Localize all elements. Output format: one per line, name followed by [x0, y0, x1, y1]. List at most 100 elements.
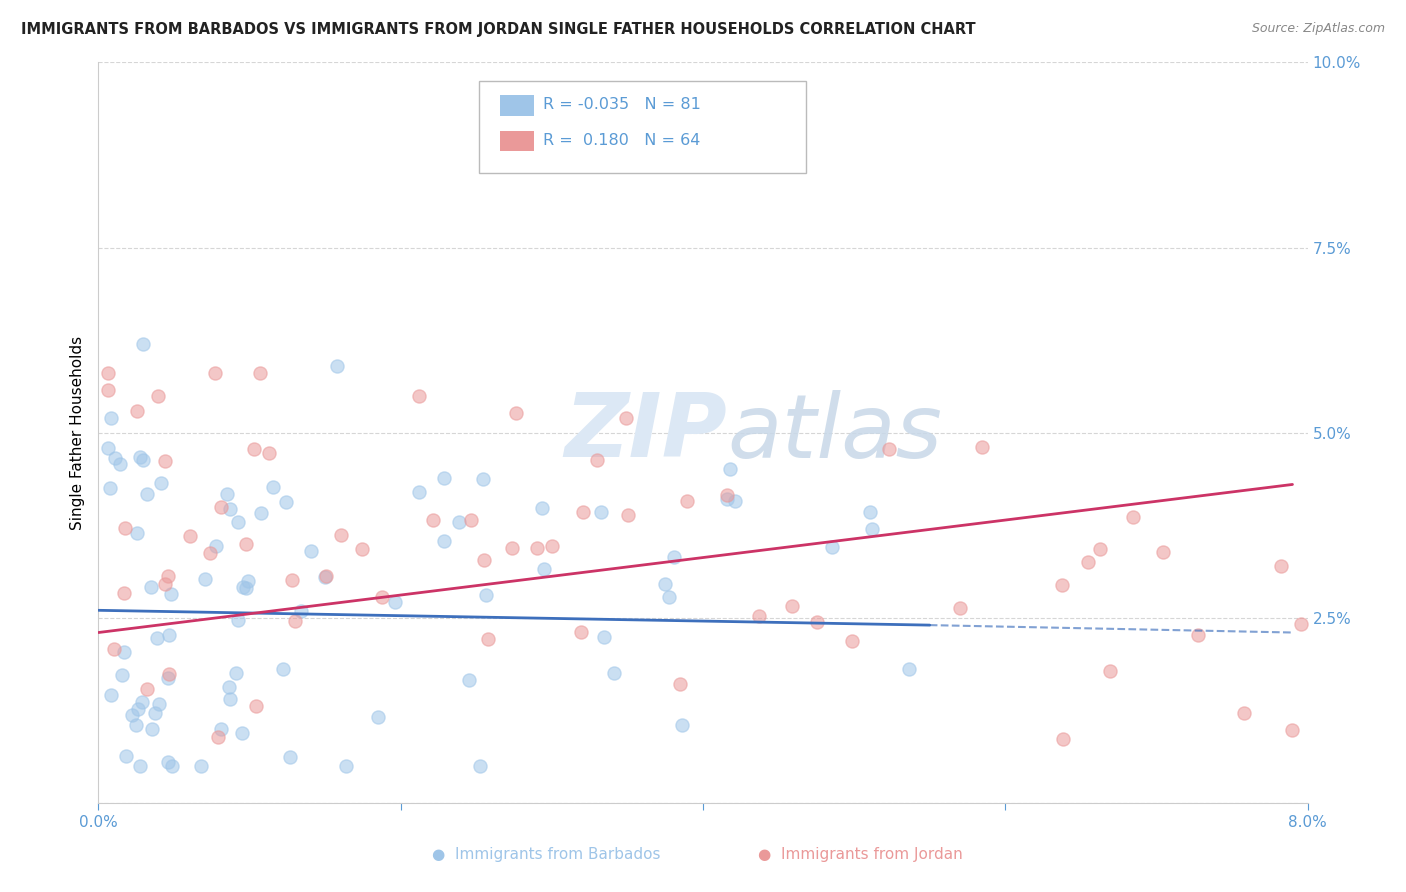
Point [257, 446, 280, 460]
Point [157, 627, 180, 641]
Point [281, 573, 304, 587]
Point [603, 666, 626, 681]
Point [859, 505, 882, 519]
Point [299, 544, 322, 558]
Point [477, 632, 499, 646]
Point [780, 599, 803, 613]
Point [148, 388, 170, 402]
Point [1122, 510, 1144, 524]
Point [103, 641, 125, 656]
Point [100, 688, 122, 702]
Point [143, 706, 166, 720]
Point [159, 587, 181, 601]
Text: IMMIGRANTS FROM BARBADOS VS IMMIGRANTS FROM JORDAN SINGLE FATHER HOUSEHOLDS CORR: IMMIGRANTS FROM BARBADOS VS IMMIGRANTS F… [21, 22, 976, 37]
Point [592, 630, 614, 644]
Point [132, 453, 155, 467]
Point [135, 487, 157, 501]
Point [204, 367, 226, 381]
Point [194, 573, 217, 587]
Point [249, 367, 271, 381]
Point [100, 481, 122, 495]
Point [127, 702, 149, 716]
Point [335, 758, 357, 772]
Point [129, 450, 152, 465]
Point [505, 406, 527, 420]
Point [367, 710, 389, 724]
Point [278, 749, 301, 764]
Point [131, 695, 153, 709]
Point [97, 383, 120, 397]
Point [190, 758, 212, 772]
Point [716, 488, 738, 502]
Point [231, 726, 253, 740]
Point [718, 462, 741, 476]
Point [972, 441, 994, 455]
Point [125, 717, 148, 731]
Text: ●  Immigrants from Barbados: ● Immigrants from Barbados [432, 847, 659, 863]
Point [591, 505, 613, 519]
Point [149, 476, 172, 491]
Point [111, 668, 134, 682]
Point [121, 708, 143, 723]
Point [526, 541, 548, 555]
Point [1270, 559, 1292, 574]
Point [141, 722, 163, 736]
Point [127, 404, 149, 418]
Point [314, 570, 336, 584]
Point [156, 756, 179, 770]
Point [156, 569, 179, 583]
Point [211, 722, 233, 736]
Point [1233, 706, 1256, 720]
Point [262, 480, 284, 494]
Point [225, 666, 247, 681]
Point [238, 574, 260, 589]
Point [475, 588, 498, 602]
Point [232, 580, 254, 594]
Point [862, 522, 884, 536]
Point [153, 453, 176, 467]
FancyBboxPatch shape [479, 81, 806, 173]
Point [271, 662, 294, 676]
Point [422, 513, 444, 527]
Text: R = -0.035   N = 81: R = -0.035 N = 81 [543, 97, 702, 112]
Point [204, 539, 226, 553]
Point [315, 568, 337, 582]
Point [226, 613, 249, 627]
Point [458, 673, 481, 688]
Point [586, 452, 609, 467]
Point [530, 500, 553, 515]
Point [350, 541, 373, 556]
Point [671, 718, 693, 732]
Point [114, 749, 136, 764]
Point [1050, 578, 1073, 592]
Point [614, 410, 637, 425]
Point [97, 441, 120, 455]
Point [245, 699, 267, 714]
Point [114, 521, 136, 535]
Point [97, 367, 120, 381]
Point [472, 472, 495, 486]
Point [100, 410, 122, 425]
Point [460, 513, 482, 527]
Point [330, 528, 353, 542]
Point [207, 730, 229, 744]
Point [235, 537, 257, 551]
FancyBboxPatch shape [501, 95, 534, 116]
Point [384, 594, 406, 608]
Point [228, 515, 250, 529]
Point [1152, 545, 1174, 559]
Point [112, 645, 135, 659]
Point [179, 529, 201, 543]
Point [408, 485, 430, 500]
Point [716, 492, 738, 507]
Point [654, 577, 676, 591]
Point [156, 671, 179, 685]
Point [408, 389, 430, 403]
Point [897, 662, 920, 676]
Point [617, 508, 640, 523]
Point [274, 495, 297, 509]
Point [114, 586, 136, 600]
Text: Source: ZipAtlas.com: Source: ZipAtlas.com [1251, 22, 1385, 36]
Point [155, 576, 177, 591]
Point [675, 494, 697, 508]
